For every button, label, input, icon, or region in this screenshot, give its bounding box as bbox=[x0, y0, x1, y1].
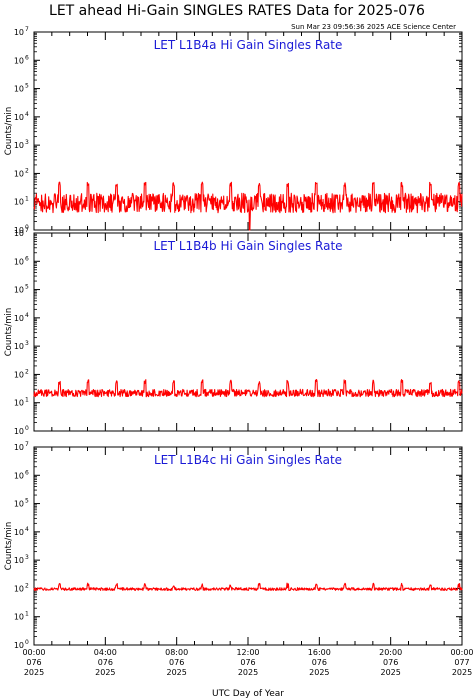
x-tick-time: 12:00 bbox=[236, 648, 259, 657]
panel-title: LET L1B4a Hi Gain Singles Rate bbox=[154, 38, 343, 52]
y-tick-label: 10 bbox=[14, 314, 24, 323]
y-tick-label: 10 bbox=[14, 169, 24, 178]
y-tick-exponent: 0 bbox=[25, 224, 29, 231]
y-tick-label: 10 bbox=[14, 56, 24, 65]
y-tick-exponent: 6 bbox=[25, 255, 29, 262]
x-tick-doy: 076 bbox=[383, 658, 398, 667]
y-tick-exponent: 3 bbox=[25, 554, 29, 561]
x-tick-year: 2025 bbox=[238, 668, 258, 677]
y-tick-label: 10 bbox=[14, 641, 24, 650]
x-tick-year: 2025 bbox=[452, 668, 472, 677]
y-tick-label: 10 bbox=[14, 286, 24, 295]
y-tick-label: 10 bbox=[14, 198, 24, 207]
y-tick-label: 10 bbox=[14, 443, 24, 452]
y-tick-label: 10 bbox=[14, 399, 24, 408]
y-tick-label: 10 bbox=[14, 342, 24, 351]
x-tick-doy: 076 bbox=[169, 658, 184, 667]
x-tick-year: 2025 bbox=[166, 668, 186, 677]
data-series-line bbox=[33, 582, 463, 591]
y-tick-label: 10 bbox=[14, 500, 24, 509]
x-tick-doy: 076 bbox=[26, 658, 41, 667]
data-series-line bbox=[33, 378, 463, 398]
x-tick-time: 20:00 bbox=[379, 648, 402, 657]
x-tick-year: 2025 bbox=[95, 668, 115, 677]
y-tick-exponent: 3 bbox=[25, 139, 29, 146]
y-tick-label: 10 bbox=[14, 556, 24, 565]
y-tick-label: 10 bbox=[14, 471, 24, 480]
x-tick-year: 2025 bbox=[309, 668, 329, 677]
y-tick-label: 10 bbox=[14, 113, 24, 122]
data-series-line bbox=[33, 181, 463, 231]
x-tick-doy: 076 bbox=[98, 658, 113, 667]
x-tick-doy: 076 bbox=[312, 658, 327, 667]
y-tick-label: 10 bbox=[14, 528, 24, 537]
y-tick-label: 10 bbox=[14, 370, 24, 379]
y-tick-exponent: 5 bbox=[25, 83, 29, 90]
y-tick-label: 10 bbox=[14, 141, 24, 150]
y-tick-label: 10 bbox=[14, 226, 24, 235]
y-tick-exponent: 5 bbox=[25, 498, 29, 505]
y-axis-label: Counts/min bbox=[4, 107, 14, 156]
x-axis-label: UTC Day of Year bbox=[212, 689, 284, 699]
timestamp: Sun Mar 23 09:56:36 2025 ACE Science Cen… bbox=[291, 23, 456, 31]
y-axis-label: Counts/min bbox=[4, 308, 14, 357]
y-tick-exponent: 4 bbox=[25, 111, 29, 118]
y-tick-exponent: 3 bbox=[25, 340, 29, 347]
x-tick-year: 2025 bbox=[380, 668, 400, 677]
panel-title: LET L1B4c Hi Gain Singles Rate bbox=[154, 453, 342, 467]
y-tick-label: 10 bbox=[14, 613, 24, 622]
y-tick-exponent: 0 bbox=[25, 425, 29, 432]
x-tick-time: 00:00 bbox=[450, 648, 473, 657]
x-tick-year: 2025 bbox=[24, 668, 44, 677]
y-tick-label: 10 bbox=[14, 257, 24, 266]
x-tick-time: 08:00 bbox=[165, 648, 188, 657]
y-tick-exponent: 2 bbox=[25, 167, 29, 174]
y-tick-exponent: 6 bbox=[25, 54, 29, 61]
y-tick-label: 10 bbox=[14, 584, 24, 593]
y-tick-exponent: 2 bbox=[25, 582, 29, 589]
y-tick-label: 10 bbox=[14, 427, 24, 436]
x-tick-time: 00:00 bbox=[22, 648, 45, 657]
plot-frame bbox=[33, 446, 463, 646]
y-tick-exponent: 7 bbox=[25, 227, 29, 234]
x-tick-time: 04:00 bbox=[94, 648, 117, 657]
y-tick-exponent: 0 bbox=[25, 639, 29, 646]
y-tick-label: 10 bbox=[14, 229, 24, 238]
y-tick-exponent: 5 bbox=[25, 284, 29, 291]
y-tick-exponent: 6 bbox=[25, 469, 29, 476]
y-tick-label: 10 bbox=[14, 28, 24, 37]
x-tick-doy: 077 bbox=[454, 658, 469, 667]
y-tick-exponent: 1 bbox=[25, 196, 29, 203]
y-tick-label: 10 bbox=[14, 85, 24, 94]
y-tick-exponent: 7 bbox=[25, 26, 29, 33]
y-tick-exponent: 1 bbox=[25, 611, 29, 618]
y-tick-exponent: 7 bbox=[25, 441, 29, 448]
y-axis-label: Counts/min bbox=[4, 522, 14, 571]
x-tick-doy: 076 bbox=[240, 658, 255, 667]
y-tick-exponent: 4 bbox=[25, 526, 29, 533]
x-tick-time: 16:00 bbox=[308, 648, 331, 657]
panel-title: LET L1B4b Hi Gain Singles Rate bbox=[153, 239, 342, 253]
figure-title: LET ahead Hi-Gain SINGLES RATES Data for… bbox=[49, 3, 425, 19]
plot-frame bbox=[33, 232, 463, 432]
y-tick-exponent: 4 bbox=[25, 312, 29, 319]
y-tick-exponent: 1 bbox=[25, 397, 29, 404]
y-tick-exponent: 2 bbox=[25, 368, 29, 375]
